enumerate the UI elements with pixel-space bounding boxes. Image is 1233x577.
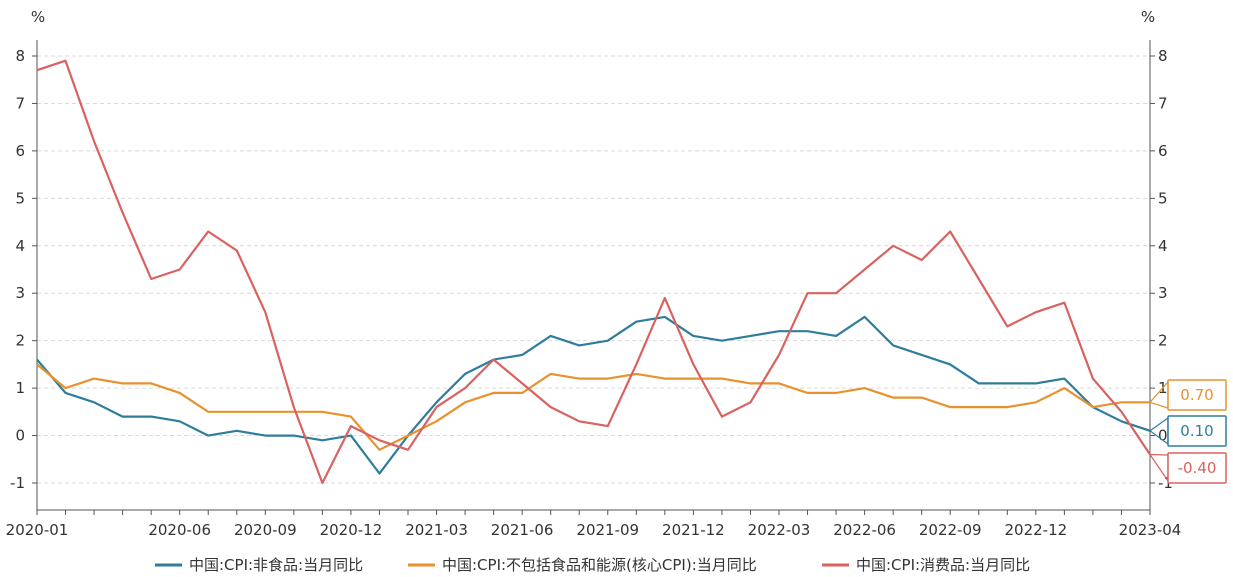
end-label-value: 0.10	[1180, 422, 1213, 440]
y-tick-label-right: 4	[1158, 237, 1168, 255]
y-tick-label-left: 1	[15, 379, 25, 397]
y-tick-label-right: 2	[1158, 332, 1168, 350]
y-tick-label-left: -1	[10, 474, 25, 492]
end-labels: 0.70 0.10 -0.40	[1148, 379, 1227, 484]
end-label-value: 0.70	[1180, 386, 1213, 404]
y-tick-label-left: 0	[15, 427, 25, 445]
series-line-2	[36, 363, 1150, 451]
series-lines	[36, 59, 1151, 485]
x-tick-label: 2022-06	[833, 521, 896, 539]
x-tick-label: 2020-09	[234, 521, 297, 539]
x-tick-label: 2022-09	[919, 521, 982, 539]
x-tick-label: 2022-12	[1005, 521, 1068, 539]
legend: 中国:CPI:非食品:当月同比 中国:CPI:不包括食品和能源(核心CPI):当月…	[155, 556, 1030, 574]
legend-label: 中国:CPI:消费品:当月同比	[856, 556, 1030, 574]
x-tick-label: 2020-12	[320, 521, 383, 539]
series-line-3	[36, 59, 1151, 485]
y-tick-label-right: 8	[1158, 47, 1168, 65]
x-tick-label: 2022-03	[748, 521, 811, 539]
end-label-box	[1167, 415, 1227, 447]
y-tick-label-left: 8	[15, 47, 25, 65]
series-line-1	[36, 315, 1151, 475]
y-unit-right: %	[1141, 8, 1155, 26]
legend-label: 中国:CPI:非食品:当月同比	[189, 556, 363, 574]
y-tick-label-right: 5	[1158, 189, 1168, 207]
y-unit-left: %	[31, 8, 45, 26]
y-tick-label-left: 4	[15, 237, 25, 255]
end-label-value: -0.40	[1178, 459, 1217, 477]
end-label-box	[1167, 379, 1227, 411]
y-tick-label-right: 3	[1158, 284, 1168, 302]
end-label-box	[1167, 452, 1227, 484]
y-tick-label-left: 6	[15, 142, 25, 160]
legend-label: 中国:CPI:不包括食品和能源(核心CPI):当月同比	[442, 556, 757, 574]
y-tick-label-right: 6	[1158, 142, 1168, 160]
y-tick-label-left: 7	[15, 94, 25, 112]
y-tick-label-right: 0	[1158, 427, 1168, 445]
x-tick-label: 2021-12	[662, 521, 725, 539]
y-tick-label-right: 7	[1158, 94, 1168, 112]
x-tick-label: 2021-03	[405, 521, 468, 539]
x-tick-label: 2020-06	[148, 521, 211, 539]
x-tick-label: 2021-09	[576, 521, 639, 539]
x-tick-label: 2021-06	[491, 521, 554, 539]
x-tick-label: 2020-01	[6, 521, 69, 539]
y-tick-label-left: 2	[15, 332, 25, 350]
y-tick-label-left: 5	[15, 189, 25, 207]
gridlines	[37, 55, 1150, 484]
x-tick-label: 2023-04	[1119, 521, 1182, 539]
y-tick-label-left: 3	[15, 284, 25, 302]
axes: -1 -10 01 12 23 34 45 56 67 78 8% %2020-01 2020-06 20…	[6, 8, 1182, 539]
